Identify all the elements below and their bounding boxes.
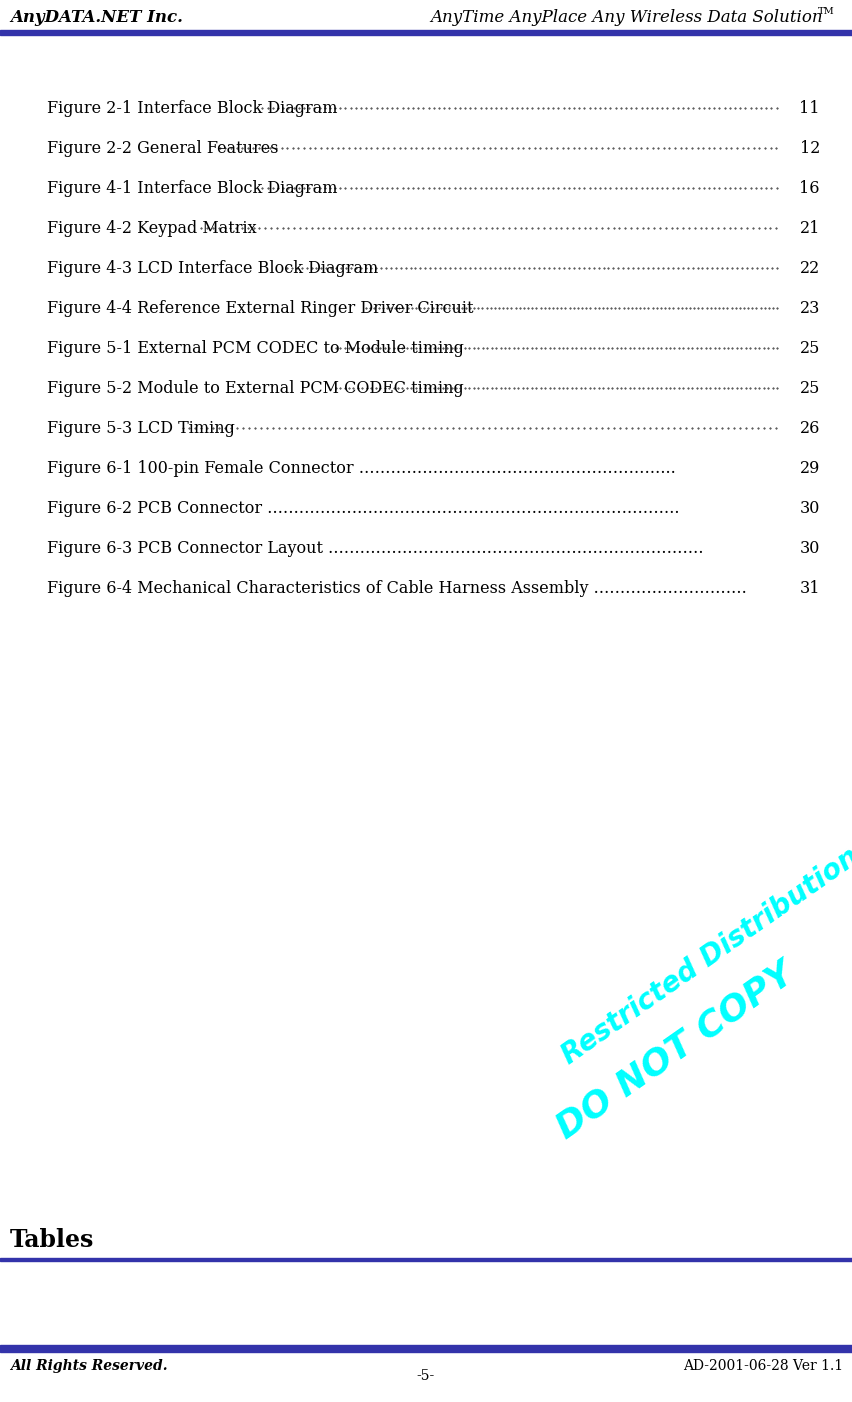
Text: AD-2001-06-28 Ver 1.1: AD-2001-06-28 Ver 1.1 xyxy=(682,1359,842,1373)
Text: Figure 5-2 Module to External PCM CODEC timing: Figure 5-2 Module to External PCM CODEC … xyxy=(47,380,463,397)
Text: 21: 21 xyxy=(798,220,819,237)
Text: 16: 16 xyxy=(798,179,819,198)
Text: AnyTime AnyPlace Any Wireless Data Solution: AnyTime AnyPlace Any Wireless Data Solut… xyxy=(429,8,821,27)
Text: Figure 4-1 Interface Block Diagram: Figure 4-1 Interface Block Diagram xyxy=(47,179,337,198)
Text: 25: 25 xyxy=(798,380,819,397)
Text: Figure 2-1 Interface Block Diagram: Figure 2-1 Interface Block Diagram xyxy=(47,100,337,116)
Bar xyxy=(0,29,852,35)
Text: Figure 6-4 Mechanical Characteristics of Cable Harness Assembly .……………………….: Figure 6-4 Mechanical Characteristics of… xyxy=(47,580,746,597)
Text: 22: 22 xyxy=(799,259,819,278)
Bar xyxy=(0,1345,852,1352)
Text: 25: 25 xyxy=(798,341,819,358)
Text: 12: 12 xyxy=(798,140,819,157)
Text: All Rights Reserved.: All Rights Reserved. xyxy=(10,1359,168,1373)
Text: 23: 23 xyxy=(798,300,819,317)
Text: Figure 6-1 100-pin Female Connector …………………………………………………...: Figure 6-1 100-pin Female Connector …………… xyxy=(47,460,675,477)
Text: Figure 4-4 Reference External Ringer Driver Circuit: Figure 4-4 Reference External Ringer Dri… xyxy=(47,300,473,317)
Text: 31: 31 xyxy=(798,580,819,597)
Bar xyxy=(0,1258,852,1260)
Text: 11: 11 xyxy=(798,100,819,116)
Text: -5-: -5- xyxy=(417,1368,435,1382)
Text: TM: TM xyxy=(817,7,834,15)
Text: DO NOT COPY: DO NOT COPY xyxy=(550,956,799,1145)
Text: Figure 5-1 External PCM CODEC to Module timing: Figure 5-1 External PCM CODEC to Module … xyxy=(47,341,463,358)
Text: AnyDATA.NET Inc.: AnyDATA.NET Inc. xyxy=(10,8,182,27)
Text: Figure 6-2 PCB Connector .…………………………………………………………………..: Figure 6-2 PCB Connector .……………………………………… xyxy=(47,501,679,517)
Text: Figure 4-3 LCD Interface Block Diagram: Figure 4-3 LCD Interface Block Diagram xyxy=(47,259,377,278)
Text: 30: 30 xyxy=(798,540,819,557)
Text: Figure 5-3 LCD Timing: Figure 5-3 LCD Timing xyxy=(47,421,234,437)
Text: 29: 29 xyxy=(798,460,819,477)
Text: Figure 2-2 General Features: Figure 2-2 General Features xyxy=(47,140,278,157)
Text: Restricted Distribution: Restricted Distribution xyxy=(556,843,852,1070)
Text: Figure 6-3 PCB Connector Layout .…………………………………………………………….: Figure 6-3 PCB Connector Layout .…………………… xyxy=(47,540,703,557)
Text: Figure 4-2 Keypad Matrix: Figure 4-2 Keypad Matrix xyxy=(47,220,256,237)
Text: Tables: Tables xyxy=(10,1228,95,1252)
Text: 26: 26 xyxy=(798,421,819,437)
Text: 30: 30 xyxy=(798,501,819,517)
